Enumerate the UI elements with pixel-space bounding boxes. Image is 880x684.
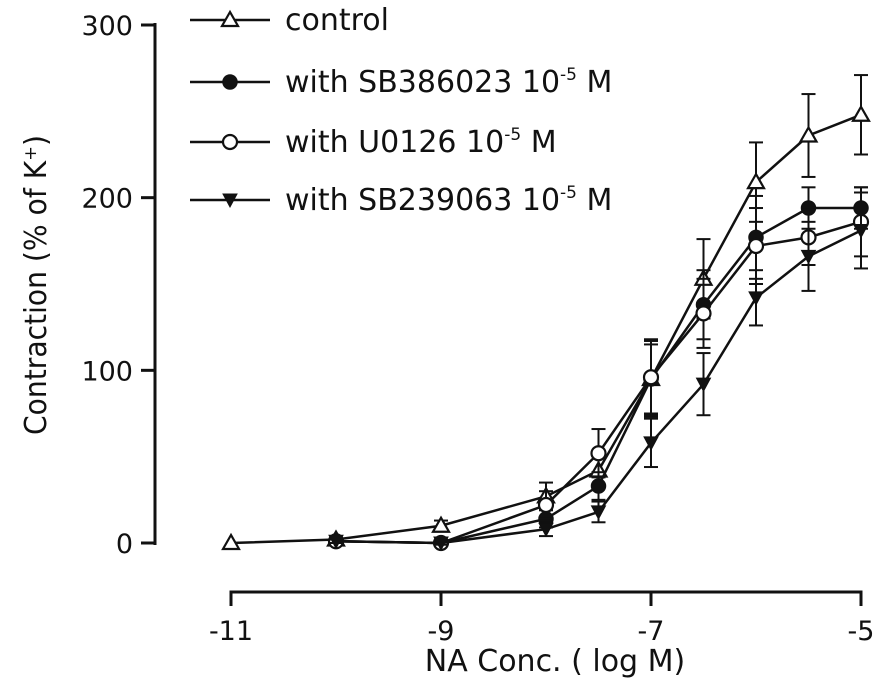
series-3 (328, 191, 869, 552)
legend-marker (222, 193, 238, 209)
data-point (746, 171, 766, 190)
legend-label: with U0126 10-5 M (285, 125, 557, 160)
legend-label: control (285, 3, 389, 38)
x-tick-label: -7 (638, 616, 665, 647)
legend-label-tail: M (577, 183, 612, 218)
series-line (230, 113, 862, 545)
data-point (748, 291, 764, 306)
data-point (328, 534, 344, 550)
data-point (798, 125, 819, 143)
legend-label-tail: M (521, 125, 556, 160)
data-point (695, 377, 712, 393)
legend-item-3: with SB239063 10-5 M (190, 183, 612, 218)
y-axis-title: Contraction (% of K⁺) (19, 135, 54, 435)
legend-label: with SB386023 10-5 M (285, 65, 612, 100)
data-point (800, 249, 817, 265)
y-tick-label: 0 (116, 529, 133, 560)
data-point (538, 522, 554, 538)
axes: 0 100 200 300 -11 -9 -7 -5 (81, 11, 874, 647)
legend-item-2: with U0126 10-5 M (190, 125, 557, 160)
y-tick-label: 100 (81, 356, 133, 387)
legend-label-main: with SB386023 10 (285, 65, 560, 100)
legend-label-main: control (285, 3, 389, 38)
data-point (695, 305, 712, 322)
legend-marker (220, 9, 240, 28)
data-point (642, 369, 660, 386)
data-point (590, 478, 607, 494)
legend-label-tail: M (577, 65, 612, 100)
data-point (643, 436, 659, 451)
data-point (431, 515, 451, 533)
legend-item-0: control (190, 3, 389, 38)
data-point (853, 223, 869, 239)
legend-label-sup: -5 (560, 183, 577, 203)
x-tick-label: -9 (428, 616, 455, 647)
x-tick-label: -5 (848, 616, 875, 647)
legend-marker (221, 133, 239, 151)
legend-marker (222, 74, 238, 90)
x-axis-title: NA Conc. ( log M) (425, 644, 685, 679)
data-point (433, 536, 449, 552)
data-point (851, 104, 871, 122)
y-tick-label: 200 (81, 184, 133, 215)
series-layer (221, 74, 871, 552)
data-point (747, 237, 765, 255)
data-point (221, 532, 241, 551)
data-point (590, 505, 607, 520)
legend-label-main: with SB239063 10 (285, 183, 560, 218)
legend-label-sup: -5 (560, 65, 577, 85)
legend-label-sup: -5 (504, 125, 521, 145)
x-tick-label: -11 (209, 616, 253, 647)
legend-label: with SB239063 10-5 M (285, 183, 612, 218)
data-point (537, 496, 555, 514)
legend-label-main: with U0126 10 (285, 125, 504, 160)
legend-item-1: with SB386023 10-5 M (190, 65, 612, 100)
data-point (590, 445, 607, 462)
y-tick-label: 300 (81, 11, 133, 42)
